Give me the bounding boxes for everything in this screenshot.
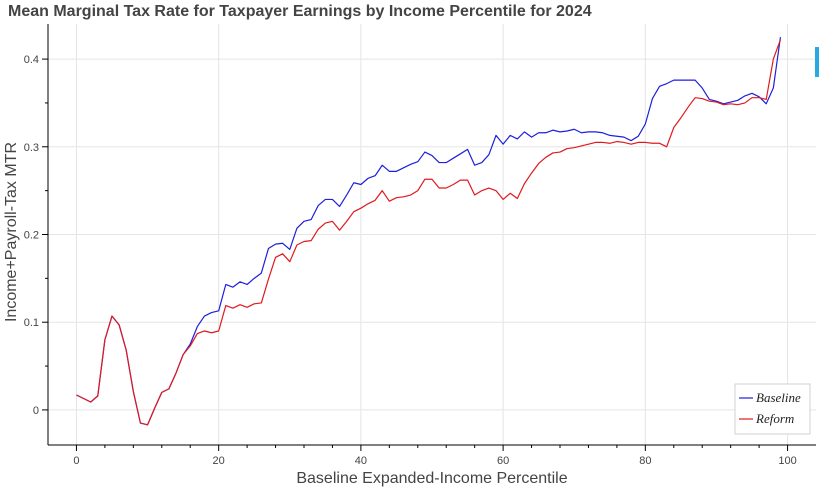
y-tick-label: 0.2 (24, 230, 39, 242)
grid-lines (48, 24, 816, 445)
y-tick-label: 0.4 (24, 54, 39, 66)
x-axis-label: Baseline Expanded-Income Percentile (296, 470, 567, 487)
x-tick-label: 80 (639, 455, 651, 467)
axis-ticks: 0 20 40 60 80 100 0 0.1 0.2 0.3 0.4 (24, 54, 797, 467)
toolbar-accent-bar[interactable] (815, 47, 819, 77)
y-tick-label: 0.1 (24, 317, 39, 329)
y-tick-label: 0.3 (24, 142, 39, 154)
legend-label-baseline: Baseline (756, 390, 801, 405)
x-tick-label: 100 (778, 455, 796, 467)
y-tick-label: 0 (33, 405, 39, 417)
series-lines (76, 37, 782, 426)
x-tick-label: 0 (73, 455, 79, 467)
x-tick-label: 20 (213, 455, 225, 467)
series-line-reform (76, 39, 782, 426)
chart-title: Mean Marginal Tax Rate for Taxpayer Earn… (8, 3, 592, 20)
legend: Baseline Reform (734, 383, 811, 435)
y-axis-label: Income+Payroll-Tax MTR (3, 142, 20, 322)
legend-label-reform: Reform (755, 411, 794, 426)
x-tick-label: 60 (497, 455, 509, 467)
x-tick-label: 40 (355, 455, 367, 467)
series-line-baseline (76, 37, 782, 426)
legend-box (734, 383, 811, 435)
